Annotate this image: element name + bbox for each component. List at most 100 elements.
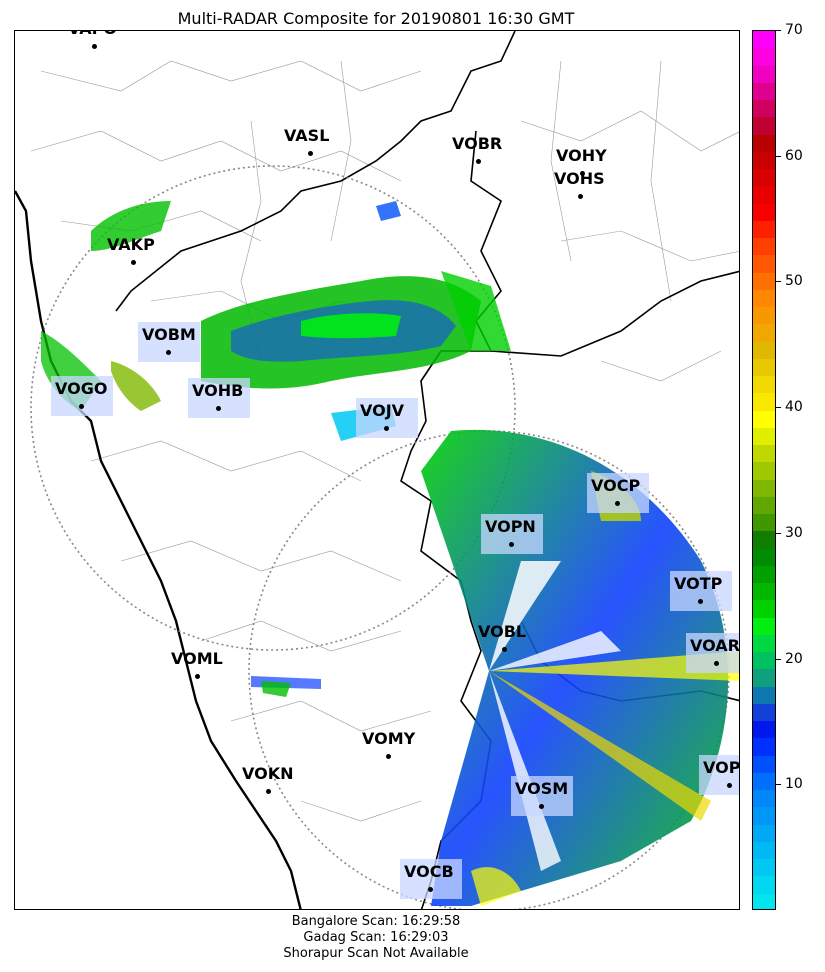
scattered-echoes xyxy=(251,201,401,697)
station-label: VOJV xyxy=(360,401,405,420)
colorbar-segment xyxy=(753,186,775,204)
station-label: VOTP xyxy=(674,574,723,593)
colorbar-segment xyxy=(753,341,775,359)
colorbar-segment xyxy=(753,445,775,463)
colorbar-segment xyxy=(753,238,775,256)
colorbar-segment xyxy=(753,479,775,497)
colorbar-tick-mark xyxy=(776,658,781,660)
station-marker xyxy=(698,599,703,604)
station-label: VOAR xyxy=(690,636,740,655)
colorbar-segment xyxy=(753,531,775,549)
colorbar-segment xyxy=(753,841,775,859)
colorbar-segment xyxy=(753,600,775,618)
colorbar-tick-mark xyxy=(776,30,781,31)
map-title: Multi-RADAR Composite for 20190801 16:30… xyxy=(177,9,575,28)
station-label: VOBL xyxy=(478,622,527,641)
station-label: VOCP xyxy=(591,476,641,495)
station-label: VOHY xyxy=(556,146,607,165)
station-highlight xyxy=(670,571,732,611)
colorbar-tick-label: 20 xyxy=(785,650,803,667)
station-highlight xyxy=(188,378,250,418)
colorbar-segment xyxy=(753,393,775,411)
station-label: VOPN xyxy=(485,517,536,536)
station-highlight xyxy=(51,376,113,416)
colorbar-segment xyxy=(753,307,775,325)
colorbar-tick-label: 70 xyxy=(785,22,803,38)
station-label: VOHS xyxy=(554,169,605,188)
colorbar-tick-mark xyxy=(776,407,781,409)
colorbar-tick-label: 60 xyxy=(785,147,803,164)
station-marker xyxy=(727,783,732,788)
station-marker xyxy=(714,661,719,666)
colorbar-segment xyxy=(753,859,775,877)
district-boundaries xyxy=(30,60,739,822)
colorbar-tick-mark xyxy=(776,281,781,283)
colorbar-segment xyxy=(753,876,775,894)
colorbar-segment xyxy=(753,617,775,635)
colorbar-tick-label: 40 xyxy=(785,399,803,416)
colorbar-segment xyxy=(753,289,775,307)
station-highlight xyxy=(511,776,573,816)
colorbar-segment xyxy=(753,272,775,290)
colorbar-tick-label: 30 xyxy=(785,524,803,541)
station-marker xyxy=(195,674,200,679)
station-label: VOBR xyxy=(452,134,503,153)
colorbar-segment xyxy=(753,514,775,532)
station-label: VOSM xyxy=(515,779,569,798)
colorbar-segment xyxy=(753,893,775,909)
colorbar-segment xyxy=(753,565,775,583)
station-label: VAKP xyxy=(107,235,155,254)
colorbar-segment xyxy=(753,48,775,66)
colorbar-tick-label: 50 xyxy=(785,273,803,290)
station-marker xyxy=(79,404,84,409)
colorbar-segment xyxy=(753,703,775,721)
colorbar-segment xyxy=(753,686,775,704)
colorbar-segment xyxy=(753,824,775,842)
colorbar-segment xyxy=(753,31,775,49)
colorbar-segment xyxy=(753,807,775,825)
station-marker xyxy=(131,260,136,265)
station-highlight xyxy=(686,633,739,673)
station-marker xyxy=(476,159,481,164)
colorbar-segment xyxy=(753,462,775,480)
station-marker xyxy=(502,647,507,652)
colorbar-tick-label: 10 xyxy=(785,776,803,793)
colorbar-tick-mark xyxy=(776,532,781,534)
station-label: VOML xyxy=(171,649,223,668)
colorbar-segment xyxy=(753,358,775,376)
station-marker xyxy=(308,151,313,156)
station-label: VOPC xyxy=(703,758,740,777)
colorbar-segment xyxy=(753,755,775,773)
gadag-scan-text: Gadag Scan: 16:29:03 xyxy=(303,930,449,945)
station-highlight xyxy=(356,398,418,438)
station-label: VOBM xyxy=(142,325,196,344)
colorbar-segment xyxy=(753,255,775,273)
station-marker xyxy=(539,804,544,809)
station-marker xyxy=(266,789,271,794)
colorbar-segment xyxy=(753,169,775,187)
station-label: VAPO xyxy=(68,31,117,39)
station-highlight xyxy=(138,322,200,362)
colorbar-segment xyxy=(753,634,775,652)
map-base-layer xyxy=(15,31,739,909)
station-marker xyxy=(615,501,620,506)
station-label: VASL xyxy=(284,126,330,145)
colorbar-segment xyxy=(753,117,775,135)
colorbar-segment xyxy=(753,100,775,118)
colorbar-segment xyxy=(753,134,775,152)
station-marker xyxy=(92,44,97,49)
station-highlight xyxy=(587,473,649,513)
bangalore-scan-text: Bangalore Scan: 16:29:58 xyxy=(291,914,461,929)
coastline xyxy=(15,190,302,909)
colorbar-segment xyxy=(753,203,775,221)
colorbar-segment xyxy=(753,427,775,445)
colorbar-segment xyxy=(753,65,775,83)
colorbar-segment xyxy=(753,410,775,428)
station-marker xyxy=(216,406,221,411)
station-highlight xyxy=(400,859,462,899)
colorbar-tick-mark xyxy=(776,155,781,157)
station-marker xyxy=(578,194,583,199)
gadag-range-ring xyxy=(30,165,516,651)
colorbar-segment xyxy=(753,721,775,739)
colorbar-segment xyxy=(753,151,775,169)
